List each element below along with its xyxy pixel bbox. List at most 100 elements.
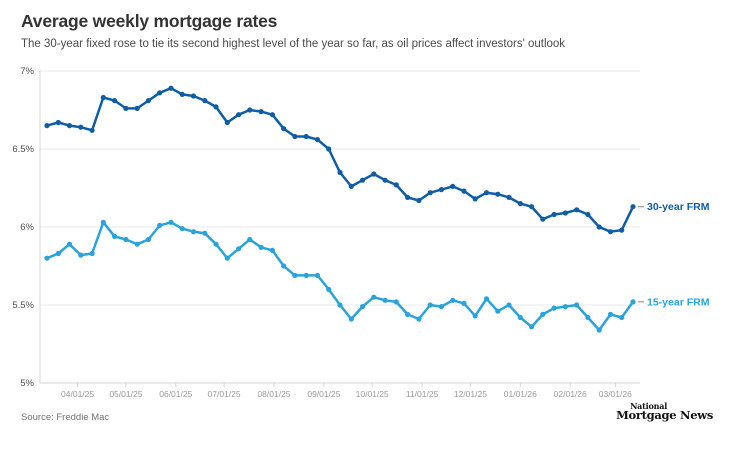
data-point-30-year-frm[interactable]	[382, 177, 388, 183]
data-point-15-year-frm[interactable]	[326, 286, 332, 292]
data-point-30-year-frm[interactable]	[89, 127, 95, 133]
data-point-30-year-frm[interactable]	[179, 91, 185, 97]
data-point-15-year-frm[interactable]	[44, 255, 50, 261]
data-point-15-year-frm[interactable]	[123, 236, 129, 243]
data-point-15-year-frm[interactable]	[596, 327, 602, 333]
data-point-30-year-frm[interactable]	[574, 207, 580, 213]
data-point-30-year-frm[interactable]	[292, 133, 298, 140]
data-point-15-year-frm[interactable]	[427, 302, 433, 308]
data-point-30-year-frm[interactable]	[551, 211, 557, 218]
data-point-30-year-frm[interactable]	[224, 119, 230, 126]
data-point-15-year-frm[interactable]	[258, 244, 264, 250]
data-point-30-year-frm[interactable]	[100, 94, 106, 101]
data-point-15-year-frm[interactable]	[517, 314, 523, 321]
data-point-30-year-frm[interactable]	[55, 119, 61, 126]
data-point-30-year-frm[interactable]	[585, 211, 591, 218]
data-point-15-year-frm[interactable]	[438, 304, 444, 310]
data-point-15-year-frm[interactable]	[112, 233, 118, 239]
data-point-15-year-frm[interactable]	[585, 314, 591, 321]
data-point-15-year-frm[interactable]	[269, 247, 275, 253]
data-point-15-year-frm[interactable]	[382, 297, 388, 303]
data-point-15-year-frm[interactable]	[190, 229, 197, 235]
data-point-30-year-frm[interactable]	[236, 112, 242, 118]
data-point-15-year-frm[interactable]	[607, 311, 614, 317]
data-point-30-year-frm[interactable]	[461, 188, 467, 194]
data-point-30-year-frm[interactable]	[168, 85, 174, 91]
data-point-15-year-frm[interactable]	[157, 222, 163, 228]
data-point-15-year-frm[interactable]	[416, 316, 422, 322]
data-point-30-year-frm[interactable]	[202, 98, 208, 104]
data-point-30-year-frm[interactable]	[630, 204, 636, 210]
data-point-30-year-frm[interactable]	[517, 201, 523, 207]
data-point-30-year-frm[interactable]	[472, 196, 478, 202]
data-point-30-year-frm[interactable]	[78, 124, 84, 130]
data-point-15-year-frm[interactable]	[55, 250, 61, 257]
data-point-15-year-frm[interactable]	[224, 255, 230, 261]
data-point-30-year-frm[interactable]	[359, 177, 366, 183]
data-point-30-year-frm[interactable]	[348, 183, 354, 189]
data-point-30-year-frm[interactable]	[562, 210, 569, 216]
data-point-30-year-frm[interactable]	[416, 197, 422, 204]
data-point-15-year-frm[interactable]	[247, 236, 253, 243]
data-point-30-year-frm[interactable]	[495, 191, 501, 197]
data-point-15-year-frm[interactable]	[348, 316, 354, 322]
data-point-15-year-frm[interactable]	[472, 313, 478, 319]
data-point-30-year-frm[interactable]	[607, 229, 614, 235]
data-point-30-year-frm[interactable]	[247, 107, 253, 113]
data-point-30-year-frm[interactable]	[123, 105, 129, 111]
data-point-15-year-frm[interactable]	[359, 304, 366, 310]
data-point-15-year-frm[interactable]	[405, 311, 411, 317]
data-point-15-year-frm[interactable]	[495, 308, 501, 314]
data-point-15-year-frm[interactable]	[281, 263, 287, 269]
data-point-15-year-frm[interactable]	[371, 294, 377, 300]
data-point-30-year-frm[interactable]	[157, 90, 163, 96]
data-point-30-year-frm[interactable]	[483, 190, 490, 196]
data-point-30-year-frm[interactable]	[303, 133, 309, 140]
data-point-30-year-frm[interactable]	[438, 187, 444, 193]
data-point-30-year-frm[interactable]	[112, 98, 118, 104]
data-point-15-year-frm[interactable]	[337, 302, 343, 308]
data-point-15-year-frm[interactable]	[100, 219, 106, 225]
data-point-15-year-frm[interactable]	[292, 272, 298, 278]
data-point-30-year-frm[interactable]	[213, 104, 219, 110]
data-point-15-year-frm[interactable]	[562, 304, 569, 310]
data-point-30-year-frm[interactable]	[450, 183, 456, 189]
data-point-15-year-frm[interactable]	[393, 299, 399, 305]
data-point-15-year-frm[interactable]	[145, 236, 151, 243]
data-point-30-year-frm[interactable]	[506, 194, 512, 200]
data-point-15-year-frm[interactable]	[506, 302, 512, 308]
data-point-15-year-frm[interactable]	[213, 241, 219, 247]
data-point-15-year-frm[interactable]	[450, 297, 456, 303]
data-point-15-year-frm[interactable]	[483, 296, 490, 302]
data-point-15-year-frm[interactable]	[202, 230, 208, 236]
data-point-15-year-frm[interactable]	[303, 272, 309, 278]
data-point-30-year-frm[interactable]	[393, 182, 399, 188]
data-point-30-year-frm[interactable]	[258, 109, 264, 115]
data-point-15-year-frm[interactable]	[179, 226, 185, 232]
data-point-30-year-frm[interactable]	[281, 126, 287, 132]
data-point-30-year-frm[interactable]	[619, 227, 625, 233]
data-point-15-year-frm[interactable]	[619, 314, 625, 321]
data-point-15-year-frm[interactable]	[540, 311, 546, 317]
data-point-30-year-frm[interactable]	[134, 105, 140, 111]
data-point-30-year-frm[interactable]	[190, 93, 197, 99]
data-point-30-year-frm[interactable]	[427, 190, 433, 196]
data-point-30-year-frm[interactable]	[540, 216, 546, 222]
data-point-30-year-frm[interactable]	[405, 194, 411, 200]
data-point-15-year-frm[interactable]	[168, 219, 174, 225]
data-point-15-year-frm[interactable]	[78, 252, 84, 258]
data-point-30-year-frm[interactable]	[326, 146, 332, 152]
data-point-30-year-frm[interactable]	[371, 171, 377, 177]
data-point-15-year-frm[interactable]	[66, 241, 73, 247]
data-point-30-year-frm[interactable]	[145, 98, 151, 104]
data-point-15-year-frm[interactable]	[551, 305, 557, 311]
data-point-30-year-frm[interactable]	[596, 224, 602, 230]
data-point-30-year-frm[interactable]	[337, 169, 343, 175]
data-point-15-year-frm[interactable]	[574, 302, 580, 308]
data-point-15-year-frm[interactable]	[89, 250, 95, 257]
data-point-15-year-frm[interactable]	[314, 272, 321, 278]
data-point-30-year-frm[interactable]	[529, 204, 535, 210]
data-point-30-year-frm[interactable]	[44, 123, 50, 129]
data-point-15-year-frm[interactable]	[529, 324, 535, 330]
data-point-30-year-frm[interactable]	[269, 112, 275, 118]
